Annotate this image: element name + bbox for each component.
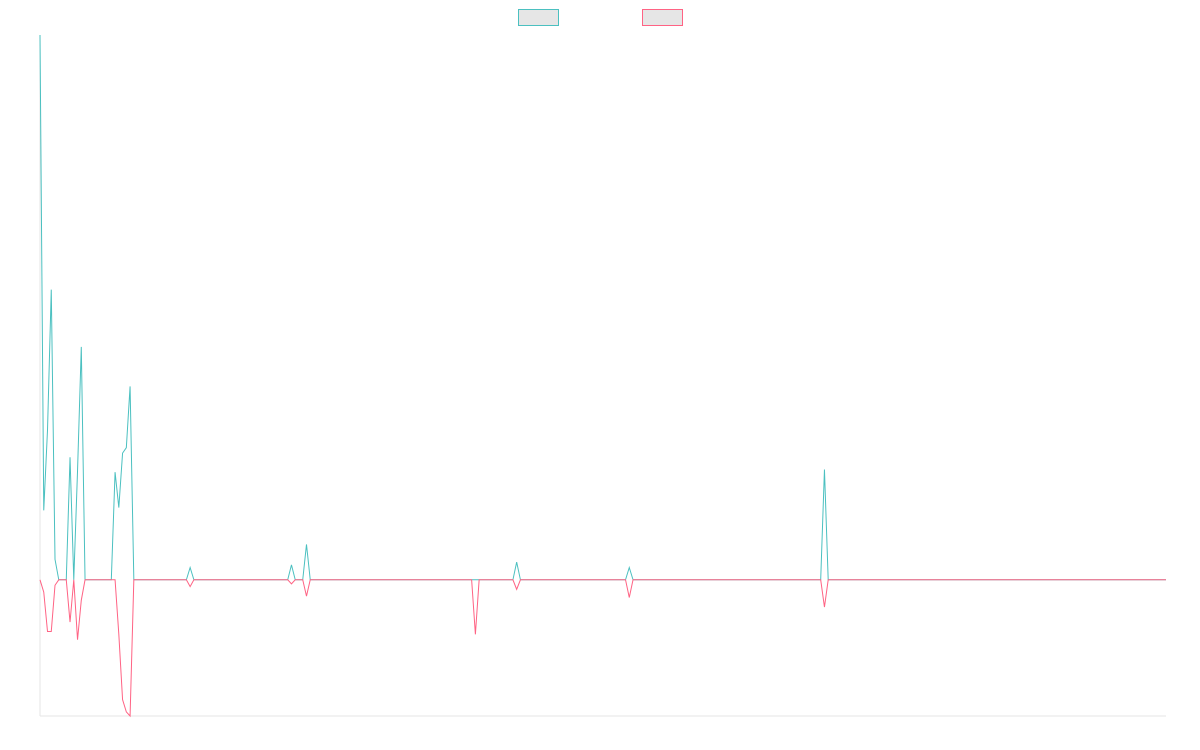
legend-swatch <box>518 9 559 26</box>
series-line <box>39 579 1166 718</box>
legend-swatch <box>642 9 683 26</box>
series-line <box>39 34 1166 581</box>
